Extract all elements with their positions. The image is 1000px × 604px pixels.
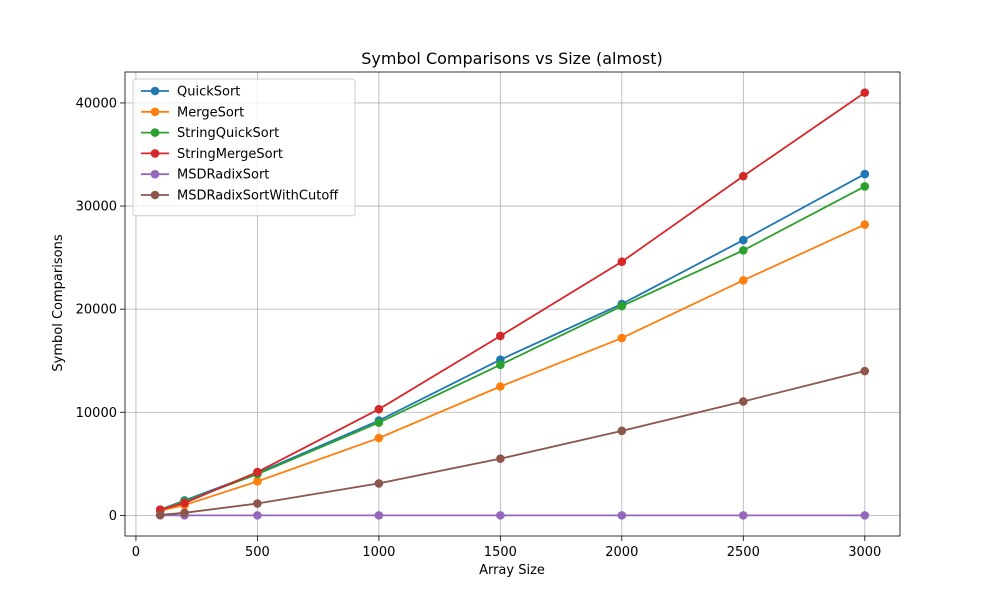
data-point bbox=[496, 360, 505, 370]
x-tick-label: 0 bbox=[132, 545, 140, 560]
legend-item: QuickSort bbox=[141, 85, 240, 100]
data-point bbox=[860, 366, 870, 376]
legend-swatch-marker bbox=[150, 169, 160, 179]
y-tick-label: 0 bbox=[109, 509, 117, 524]
series-line bbox=[159, 173, 866, 511]
legend-item: MSDRadixSortWithCutoff bbox=[141, 189, 339, 204]
data-point bbox=[374, 404, 384, 414]
legend-label: StringQuickSort bbox=[177, 126, 279, 141]
data-point bbox=[496, 454, 505, 463]
series-line bbox=[159, 91, 866, 511]
data-point bbox=[860, 169, 870, 179]
data-point bbox=[253, 467, 262, 477]
legend-label: StringMergeSort bbox=[177, 147, 283, 162]
series-line bbox=[160, 370, 865, 516]
x-tick-label: 500 bbox=[245, 545, 270, 560]
chart-title: Symbol Comparisons vs Size (almost) bbox=[361, 49, 662, 68]
legend: QuickSort MergeSort StringQuickSort StringM… bbox=[132, 78, 356, 217]
legend-item: StringQuickSort bbox=[141, 126, 279, 141]
data-point bbox=[738, 246, 748, 255]
x-tick-label: 1000 bbox=[362, 545, 395, 560]
x-tick-label: 3000 bbox=[848, 545, 881, 560]
plot-frame bbox=[124, 71, 901, 537]
y-tick-label: 30000 bbox=[76, 200, 117, 215]
legend-item: MSDRadixSort bbox=[141, 168, 269, 183]
x-tick-label: 2000 bbox=[605, 545, 638, 560]
data-point bbox=[860, 88, 870, 97]
legend-label: MSDRadixSortWithCutoff bbox=[177, 189, 339, 204]
data-point bbox=[253, 499, 262, 508]
legend-swatch-marker bbox=[150, 149, 160, 158]
data-point bbox=[374, 511, 384, 520]
x-tick-label: 2500 bbox=[727, 545, 760, 560]
series-stringmergesort bbox=[155, 88, 870, 515]
legend-swatch-marker bbox=[150, 107, 160, 117]
data-point bbox=[617, 511, 627, 520]
data-point bbox=[860, 182, 870, 191]
x-tick-label: 1500 bbox=[484, 545, 517, 560]
legend-item: MergeSort bbox=[141, 105, 244, 120]
data-point bbox=[374, 479, 384, 488]
data-point bbox=[155, 510, 165, 520]
data-point bbox=[860, 511, 870, 520]
data-point bbox=[496, 331, 505, 341]
data-point bbox=[617, 333, 627, 343]
y-tick-label: 10000 bbox=[76, 406, 117, 421]
data-point bbox=[617, 426, 627, 436]
data-point bbox=[738, 275, 748, 285]
legend-label: MSDRadixSort bbox=[177, 168, 269, 183]
y-tick-label: 20000 bbox=[76, 303, 117, 318]
legend-box bbox=[132, 78, 356, 217]
legend-label: QuickSort bbox=[177, 85, 240, 100]
x-axis-title: Array Size bbox=[479, 563, 545, 578]
data-point bbox=[738, 171, 748, 181]
data-point bbox=[860, 220, 870, 229]
legend-item: StringMergeSort bbox=[141, 147, 283, 162]
y-tick-label: 40000 bbox=[76, 96, 117, 111]
data-point bbox=[496, 382, 505, 391]
legend-swatch-marker bbox=[150, 86, 160, 96]
data-point bbox=[374, 418, 384, 427]
data-point bbox=[617, 301, 627, 311]
data-point bbox=[496, 511, 505, 520]
data-point bbox=[253, 477, 262, 486]
legend-swatch-marker bbox=[150, 190, 160, 200]
axes: 0 500 1000 1500 2000 2500 30000100002000030000… bbox=[76, 71, 901, 560]
series-line bbox=[160, 223, 866, 512]
data-point bbox=[617, 257, 627, 267]
legend-swatch-marker bbox=[150, 128, 160, 137]
series-layer bbox=[155, 88, 870, 520]
data-point bbox=[738, 397, 748, 406]
data-point bbox=[738, 511, 748, 520]
data-point bbox=[180, 498, 189, 508]
data-point bbox=[374, 433, 384, 443]
series-msdradixsortwithcutoff bbox=[155, 366, 870, 520]
data-point bbox=[180, 508, 189, 518]
legend-label: MergeSort bbox=[177, 105, 244, 120]
y-axis-title: Symbol Comparisons bbox=[51, 234, 66, 371]
data-point bbox=[253, 511, 262, 520]
data-point bbox=[738, 235, 748, 245]
